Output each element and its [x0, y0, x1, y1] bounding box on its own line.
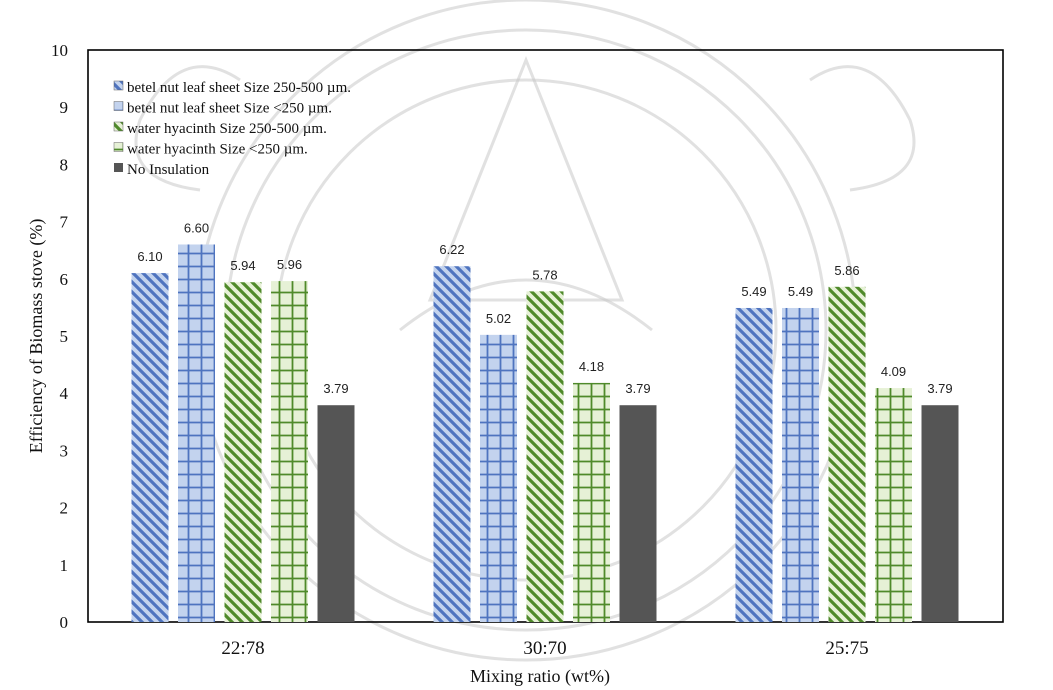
bar: [921, 405, 959, 622]
bar: [317, 405, 355, 622]
data-label: 5.49: [741, 284, 766, 299]
data-label: 6.60: [184, 220, 209, 235]
data-label: 6.22: [439, 242, 464, 257]
data-label: 5.96: [277, 257, 302, 272]
bar: [782, 307, 819, 622]
bar: [875, 388, 912, 622]
data-label: 3.79: [323, 381, 348, 396]
y-tick-label: 9: [60, 98, 69, 117]
data-label: 5.49: [788, 284, 813, 299]
data-label: 4.09: [881, 364, 906, 379]
bar: [619, 405, 657, 622]
x-axis-title: Mixing ratio (wt%): [470, 666, 610, 687]
legend-swatch: [113, 101, 124, 111]
y-tick-label: 5: [60, 327, 69, 346]
legend-label: water hyacinth Size <250 µm.: [127, 142, 308, 158]
y-axis-title: Efficiency of Biomass stove (%): [26, 219, 47, 454]
bar: [735, 307, 773, 622]
data-label: 5.02: [486, 311, 511, 326]
bar: [131, 273, 169, 622]
y-tick-label: 4: [60, 384, 69, 403]
bar: [224, 282, 262, 622]
bar: [433, 266, 471, 622]
x-tick-label: 30:70: [523, 638, 566, 659]
data-label: 5.78: [532, 267, 557, 282]
legend-label: betel nut leaf sheet Size <250 µm.: [127, 101, 332, 117]
legend-label: No Insulation: [127, 162, 210, 178]
data-label: 3.79: [625, 381, 650, 396]
data-label: 5.86: [834, 263, 859, 278]
data-label: 3.79: [927, 381, 952, 396]
legend-swatch: [113, 121, 124, 132]
y-tick-label: 1: [60, 556, 69, 575]
x-tick-label: 25:75: [825, 638, 868, 659]
y-tick-label: 8: [60, 155, 69, 174]
y-tick-label: 0: [60, 613, 69, 632]
bar: [526, 291, 564, 622]
bar: [480, 334, 517, 622]
bar: [573, 382, 610, 622]
data-label: 5.94: [230, 258, 255, 273]
legend-swatch: [114, 163, 123, 172]
legend-swatch: [113, 142, 124, 152]
bar: [271, 281, 308, 622]
bar: [178, 244, 215, 623]
y-tick-label: 10: [51, 41, 68, 60]
y-tick-label: 3: [60, 441, 69, 460]
y-tick-label: 7: [60, 213, 69, 232]
plot-area: 0 1 2 3 4 5 6 7 8 9 10 Mixing ratio (wt%) Efficiency…: [26, 41, 1004, 687]
legend-label: water hyacinth Size 250-500 µm.: [127, 121, 327, 137]
legend-label: betel nut leaf sheet Size 250-500 µm.: [127, 80, 351, 96]
legend-swatch: [113, 80, 124, 91]
data-label: 6.10: [137, 249, 162, 264]
bar: [828, 286, 866, 622]
y-tick-label: 6: [60, 270, 69, 289]
data-label: 4.18: [579, 359, 604, 374]
x-tick-label: 22:78: [221, 638, 264, 659]
y-tick-label: 2: [60, 499, 69, 518]
